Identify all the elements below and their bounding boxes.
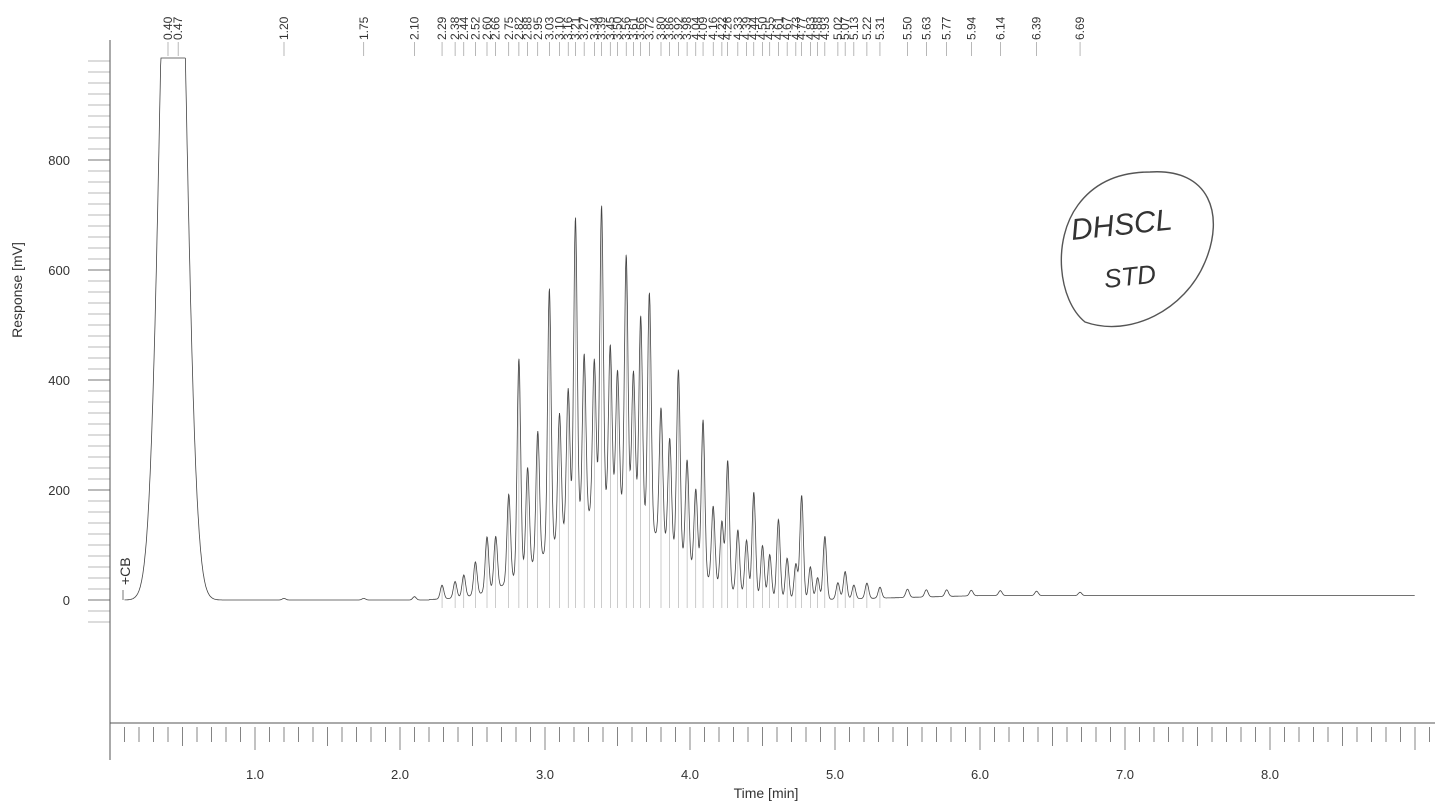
- rt-label: 4.50: [756, 16, 770, 40]
- rt-label: 3.61: [626, 16, 640, 40]
- rt-label: 2.88: [521, 16, 535, 40]
- rt-label: 2.95: [531, 16, 545, 40]
- rt-label: 4.61: [771, 16, 785, 40]
- y-tick-label: 800: [48, 153, 70, 168]
- rt-label: 2.66: [489, 16, 503, 40]
- rt-label: 6.14: [993, 16, 1007, 40]
- rt-label: 5.94: [964, 16, 978, 40]
- rt-label: 4.22: [715, 16, 729, 40]
- x-tick-marks: 1.0 2.0 3.0 4.0 5.0 6.0 7.0 8.0: [124, 727, 1430, 782]
- signal-trace-group: [122, 57, 1415, 601]
- rt-label: 3.34: [587, 16, 601, 40]
- rt-label: 3.72: [642, 16, 656, 40]
- rt-label: 3.92: [671, 16, 685, 40]
- rt-label: 5.22: [860, 16, 874, 40]
- rt-label: 3.66: [634, 16, 648, 40]
- rt-label: 3.16: [561, 16, 575, 40]
- rt-label: 6.69: [1073, 16, 1087, 40]
- rt-label: 4.93: [818, 16, 832, 40]
- rt-label: 3.45: [603, 16, 617, 40]
- rt-label: 4.26: [721, 16, 735, 40]
- rt-label: 5.50: [901, 16, 915, 40]
- rt-label: 3.39: [595, 16, 609, 40]
- rt-label: 3.50: [611, 16, 625, 40]
- rt-label: 3.10: [553, 16, 567, 40]
- y-tick-label: 400: [48, 373, 70, 388]
- rt-label: 4.67: [780, 16, 794, 40]
- retention-time-labels: 0.400.47 1.20 1.75 2.10 2.29 2.382.442.522.60…: [161, 16, 1087, 56]
- rt-label: 1.20: [277, 16, 291, 40]
- handwritten-note-line1: DHSCL: [1069, 204, 1174, 247]
- rt-label: 4.44: [747, 16, 761, 40]
- rt-label: 3.21: [568, 16, 582, 40]
- rt-label: 5.77: [940, 16, 954, 40]
- rt-label: 3.03: [542, 16, 556, 40]
- rt-label: 2.60: [480, 16, 494, 40]
- rt-label: 2.52: [468, 16, 482, 40]
- rt-label: 5.13: [847, 16, 861, 40]
- rt-label: 5.02: [831, 16, 845, 40]
- handwritten-circle: [1060, 171, 1214, 328]
- rt-label: 2.75: [502, 16, 516, 40]
- y-axis-title: Response [mV]: [9, 242, 25, 338]
- handwritten-note-line2: STD: [1102, 259, 1157, 294]
- y-tick-label: 600: [48, 263, 70, 278]
- x-tick-label: 1.0: [246, 767, 264, 782]
- rt-label: 6.39: [1030, 16, 1044, 40]
- handwritten-annotation: DHSCL STD: [1060, 171, 1214, 328]
- y-minor-ticks: [88, 60, 110, 623]
- rt-label: 0.40: [161, 16, 175, 40]
- rt-label: 4.39: [740, 16, 754, 40]
- rt-label: 1.75: [357, 16, 371, 40]
- y-tick-label: 200: [48, 483, 70, 498]
- rt-label: 3.86: [663, 16, 677, 40]
- rt-label: 4.16: [706, 16, 720, 40]
- x-tick-label: 4.0: [681, 767, 699, 782]
- x-tick-label: 2.0: [391, 767, 409, 782]
- rt-label: 4.73: [789, 16, 803, 40]
- rt-label: 3.80: [654, 16, 668, 40]
- x-tick-label: 3.0: [536, 767, 554, 782]
- rt-label: 0.47: [171, 16, 185, 40]
- rt-label: 4.83: [803, 16, 817, 40]
- integration-droplines: [441, 205, 881, 608]
- rt-label: 2.82: [512, 16, 526, 40]
- x-tick-label: 6.0: [971, 767, 989, 782]
- rt-label: 4.77: [795, 16, 809, 40]
- rt-label: 2.29: [435, 16, 449, 40]
- rt-label: 4.55: [763, 16, 777, 40]
- rt-label: 2.38: [448, 16, 462, 40]
- signal-trace: [124, 57, 1415, 601]
- rt-label: 2.10: [408, 16, 422, 40]
- rt-label: 4.33: [731, 16, 745, 40]
- rt-label: 3.98: [680, 16, 694, 40]
- cb-marker-label: +CB: [117, 557, 133, 585]
- x-tick-label: 8.0: [1261, 767, 1279, 782]
- rt-label: 5.31: [873, 16, 887, 40]
- x-tick-label: 5.0: [826, 767, 844, 782]
- x-axis-title: Time [min]: [734, 785, 799, 801]
- rt-label: 4.04: [689, 16, 703, 40]
- rt-label: 4.09: [696, 16, 710, 40]
- rt-label: 5.07: [838, 16, 852, 40]
- y-tick-label: 0: [63, 593, 70, 608]
- rt-label: 4.88: [811, 16, 825, 40]
- rt-label: 5.63: [919, 16, 933, 40]
- rt-label: 2.44: [457, 16, 471, 40]
- x-tick-label: 7.0: [1116, 767, 1134, 782]
- axes: 0 200 400 600 800: [48, 40, 1435, 760]
- rt-label: 3.56: [619, 16, 633, 40]
- rt-label: 3.27: [577, 16, 591, 40]
